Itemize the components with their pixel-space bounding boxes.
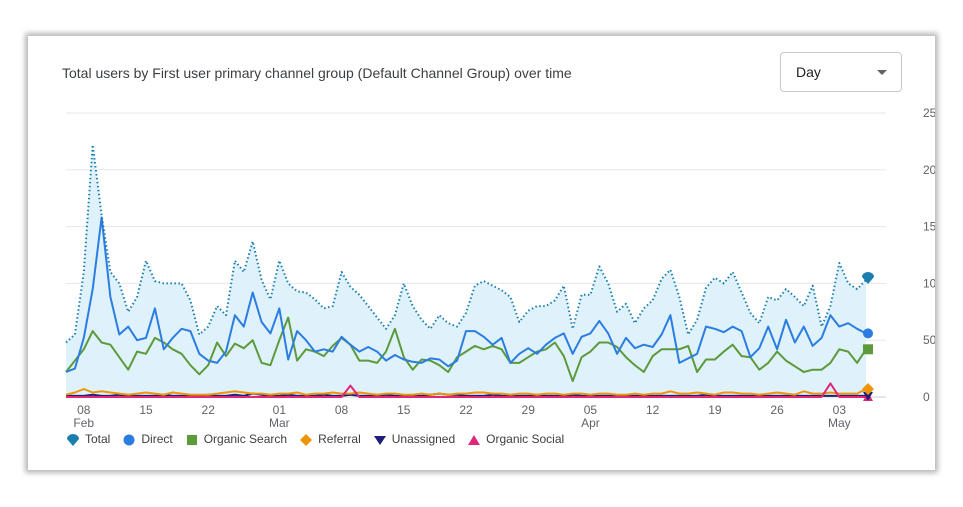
square-marker-icon [185,433,198,446]
end-marker-organic-search [863,344,873,355]
x-tick-label: 05 [584,403,598,417]
series-line-unassigned[interactable] [66,392,866,397]
legend-item-organic-social[interactable]: Organic Social [467,432,564,446]
x-tick-label: 08 [77,403,91,417]
diamond-marker-icon [299,433,313,446]
chart-card: Total users by First user primary channe… [28,36,935,470]
end-marker-total [862,271,874,284]
legend-label: Total [85,432,111,446]
legend-label: Organic Social [486,432,565,446]
circle-marker-icon [122,433,135,446]
y-tick-label: 50 [923,333,935,347]
series-line-organic-social[interactable] [66,382,866,398]
triangle-up-marker-icon [467,433,481,446]
series-line-referral[interactable] [65,388,867,396]
chart-legend: Total Direct Organic Search Referral Unassig… [66,432,576,446]
x-tick-month-label: Feb [73,416,94,430]
series-line-total[interactable] [65,143,867,344]
x-tick-label: 15 [397,403,411,417]
x-tick-month-label: May [828,416,851,430]
triangle-down-marker-icon [373,433,386,446]
legend-item-referral[interactable]: Referral [299,432,361,446]
y-tick-label: 250 [923,106,935,120]
series-line-organic-search[interactable] [65,316,867,383]
legend-label: Referral [318,432,361,446]
chart-title: Total users by First user primary channe… [62,65,572,81]
legend-label: Unassigned [391,432,456,446]
granularity-value: Day [796,64,821,80]
granularity-dropdown[interactable]: Day [780,52,902,92]
caret-down-icon [877,70,887,75]
y-tick-label: 200 [923,163,935,177]
x-tick-label: 19 [708,403,722,417]
y-tick-label: 100 [923,276,935,290]
x-tick-month-label: Apr [581,416,600,430]
legend-item-organic-search[interactable]: Organic Search [185,432,287,446]
x-tick-label: 29 [522,403,536,417]
end-marker-unassigned [863,391,873,401]
legend-item-direct[interactable]: Direct [122,432,173,446]
end-marker-direct [863,328,873,339]
x-tick-label: 26 [770,403,784,417]
line-chart[interactable]: 05010015020025008Feb152201Mar0815222905A… [28,36,935,470]
y-tick-label: 0 [923,390,930,404]
legend-item-unassigned[interactable]: Unassigned [373,432,455,446]
y-tick-label: 150 [923,220,935,234]
x-tick-month-label: Mar [269,416,290,430]
x-tick-label: 12 [646,403,660,417]
legend-label: Organic Search [203,432,288,446]
end-marker-referral [862,383,874,396]
x-tick-label: 03 [833,403,847,417]
x-tick-label: 15 [139,403,153,417]
teardrop-marker-icon [66,433,79,446]
total-area-fill [66,144,866,397]
legend-label: Direct [141,432,173,446]
series-line-direct[interactable] [65,216,867,373]
x-tick-label: 01 [273,403,287,417]
legend-item-total[interactable]: Total [66,432,110,446]
x-tick-label: 22 [202,403,216,417]
x-tick-label: 08 [335,403,349,417]
x-tick-label: 22 [459,403,473,417]
